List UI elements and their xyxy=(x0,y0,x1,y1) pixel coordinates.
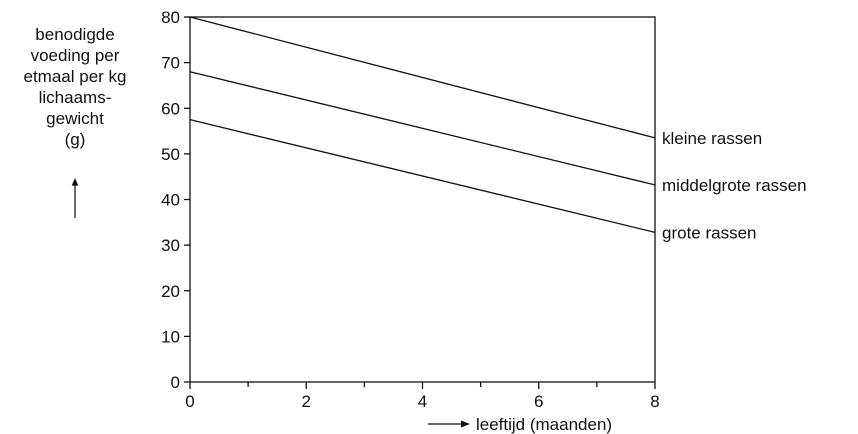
y-tick-label: 0 xyxy=(171,373,180,392)
x-tick-label: 2 xyxy=(302,392,311,411)
x-tick-label: 6 xyxy=(534,392,543,411)
series-label-2: middelgrote rassen xyxy=(662,176,807,195)
y-tick-label: 80 xyxy=(161,8,180,27)
y-tick-label: 30 xyxy=(161,236,180,255)
y-axis-label-line-4: lichaams- xyxy=(38,88,112,107)
y-axis-label-line-1: benodigde xyxy=(35,25,115,44)
x-tick-label: 4 xyxy=(418,392,427,411)
y-axis-label-line-6: (g) xyxy=(64,130,86,149)
x-axis-label: leeftijd (maanden) xyxy=(476,415,612,434)
y-tick-label: 20 xyxy=(161,282,180,301)
plot-area-frame xyxy=(189,16,656,383)
series-line-1 xyxy=(189,16,656,139)
x-tick-label: 0 xyxy=(185,392,194,411)
y-tick-label: 10 xyxy=(161,327,180,346)
y-axis-label: benodigde voeding per etmaal per kg lich… xyxy=(0,24,150,150)
y-axis-label-line-5: gewicht xyxy=(46,109,104,128)
series-line-3 xyxy=(189,119,656,233)
y-axis-arrow-icon xyxy=(71,178,79,218)
y-tick-label: 50 xyxy=(161,145,180,164)
series-label-1: kleine rassen xyxy=(662,129,762,148)
y-axis-label-line-3: etmaal per kg xyxy=(23,67,127,86)
x-axis-arrow-icon xyxy=(461,420,470,428)
series-label-3: grote rassen xyxy=(662,223,757,242)
series-line-2 xyxy=(189,71,656,186)
y-tick-label: 70 xyxy=(161,54,180,73)
y-axis-label-line-2: voeding per xyxy=(30,46,120,65)
y-tick-label: 60 xyxy=(161,99,180,118)
y-tick-label: 40 xyxy=(161,191,180,210)
x-tick-label: 8 xyxy=(650,392,659,411)
